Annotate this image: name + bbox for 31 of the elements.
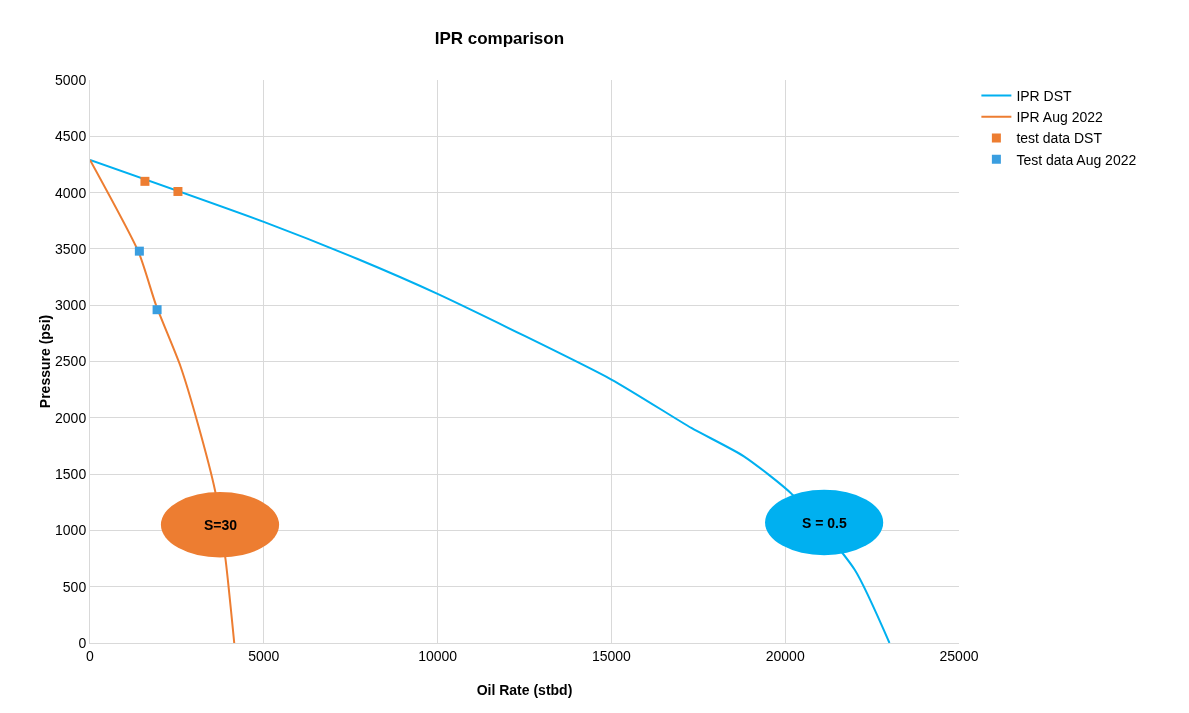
y-tick-label: 1000: [55, 522, 87, 539]
point: [134, 246, 144, 256]
legend-label: IPR DST: [1016, 88, 1073, 105]
x-tick-label: 15000: [591, 647, 632, 664]
legend-label: test data DST: [1016, 130, 1103, 147]
y-tick-label: 2000: [55, 409, 87, 426]
y-tick-label: 2500: [55, 353, 87, 370]
line-series: [90, 158, 236, 643]
y-tick-label: 0: [78, 634, 87, 651]
line-series: [90, 158, 891, 643]
legend-label: Test data Aug 2022: [1016, 151, 1137, 168]
annotation: S=30: [204, 517, 238, 533]
y-tick-label: 500: [62, 578, 87, 595]
y-axis-title: Pressure (psi): [37, 314, 54, 409]
x-tick-label: 25000: [939, 647, 979, 664]
y-tick-label: 3500: [55, 240, 87, 257]
chart-title: IPR comparison: [434, 28, 565, 48]
x-tick-label: 20000: [765, 647, 805, 664]
point: [173, 186, 183, 196]
x-tick-label: 10000: [418, 647, 458, 664]
legend-label: IPR Aug 2022: [1016, 109, 1103, 126]
annotation: S = 0.5: [802, 515, 847, 531]
y-tick-label: 5000: [55, 71, 87, 88]
y-tick-label: 1500: [55, 466, 87, 482]
point: [152, 305, 162, 315]
y-tick-label: 4500: [55, 128, 87, 145]
x-tick-label: 5000: [248, 647, 280, 664]
y-tick-label: 3000: [55, 297, 87, 314]
y-tick-label: 4000: [55, 184, 87, 201]
x-axis-title: Oil Rate (stbd): [476, 682, 573, 698]
point: [140, 176, 150, 186]
